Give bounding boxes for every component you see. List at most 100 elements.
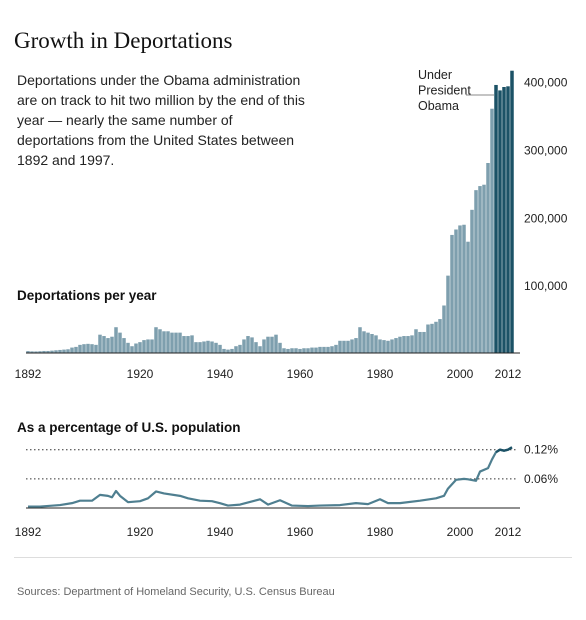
x-tick-label: 1892: [15, 525, 42, 539]
bar-1907: [86, 343, 90, 353]
bar-1905: [78, 344, 82, 353]
bar-1936: [202, 341, 206, 353]
bar-2011: [502, 87, 506, 353]
bar-1976: [362, 331, 366, 353]
bar-1893: [30, 351, 34, 353]
bar-1912: [106, 338, 110, 353]
bar-2002: [466, 241, 470, 353]
deportations-bar-chart: 100,000 200,000 300,000 400,000 1892 1920 1940…: [15, 68, 568, 381]
y-tick-label: 0.12%: [524, 443, 558, 457]
bar-1926: [162, 331, 166, 353]
bar-1988: [410, 335, 414, 353]
line-chart-title: As a percentage of U.S. population: [17, 420, 241, 435]
x-tick-label: 1960: [287, 525, 314, 539]
x-tick-label: 1940: [207, 367, 234, 381]
bar-2013: [510, 70, 514, 354]
bar-1953: [270, 336, 274, 353]
bar-1962: [306, 348, 310, 353]
y-tick-label: 300,000: [524, 143, 568, 157]
bar-1966: [322, 346, 326, 353]
bar-1983: [390, 339, 394, 353]
bar-1933: [190, 335, 194, 353]
bar-1914: [114, 327, 118, 353]
bar-2001: [462, 224, 466, 353]
bar-1987: [406, 336, 410, 353]
bar-1992: [426, 324, 430, 353]
series-line-obama: [495, 446, 513, 454]
bar-1915: [118, 332, 122, 353]
bar-1993: [430, 323, 434, 353]
y-tick-label: 400,000: [524, 76, 568, 90]
bar-2012: [506, 86, 510, 353]
divider: [14, 557, 572, 558]
bar-1896: [42, 350, 46, 353]
bar-2003: [470, 209, 474, 353]
bar-2008: [490, 108, 494, 354]
annotation-text: Under: [418, 68, 452, 82]
bar-2000: [458, 225, 462, 353]
intro-text: Deportations under the Obama administrat…: [17, 72, 305, 168]
bar-1901: [62, 349, 66, 353]
x-tick-label: 1920: [127, 367, 154, 381]
annotation-text: Obama: [418, 99, 459, 113]
bar-1934: [194, 342, 198, 353]
bar-1898: [50, 350, 54, 354]
bar-1902: [66, 349, 70, 353]
bar-1903: [70, 347, 74, 353]
bar-1938: [210, 341, 214, 353]
bar-1913: [110, 336, 114, 353]
bar-1949: [254, 342, 258, 353]
bar-1897: [46, 350, 50, 353]
bar-1971: [342, 340, 346, 353]
bar-1906: [82, 344, 86, 353]
bar-1968: [330, 346, 334, 353]
bar-1944: [234, 346, 238, 353]
bar-1956: [282, 348, 286, 353]
bar-1931: [182, 336, 186, 353]
annotation-text: President: [418, 84, 471, 98]
bar-1989: [414, 329, 418, 353]
bar-1892: [26, 351, 30, 353]
bar-1919: [134, 343, 138, 353]
bar-2004: [474, 190, 478, 353]
bar-1945: [238, 344, 242, 353]
bar-1925: [158, 329, 162, 353]
bar-1910: [98, 334, 102, 353]
x-tick-label: 2000: [447, 525, 474, 539]
bar-1937: [206, 340, 210, 353]
bar-1904: [74, 346, 78, 353]
bar-1899: [54, 350, 58, 353]
x-tick-label: 1980: [367, 525, 394, 539]
bar-1923: [150, 339, 154, 353]
bar-1986: [402, 336, 406, 353]
bar-1999: [454, 229, 458, 353]
bar-1930: [178, 332, 182, 353]
y-tick-label: 200,000: [524, 211, 568, 225]
bar-1950: [258, 346, 262, 353]
bar-2006: [482, 184, 486, 353]
bar-1917: [126, 342, 130, 353]
x-tick-label: 1920: [127, 525, 154, 539]
bar-1916: [122, 338, 126, 353]
bar-2005: [478, 186, 482, 353]
x-tick-label: 2012: [495, 525, 522, 539]
bar-2009: [494, 84, 498, 354]
bar-1941: [222, 348, 226, 353]
bar-1927: [166, 331, 170, 353]
x-tick-label: 1960: [287, 367, 314, 381]
bar-1894: [34, 351, 38, 353]
chart-title: Growth in Deportations: [14, 28, 233, 53]
bar-1908: [90, 344, 94, 353]
bar-1929: [174, 332, 178, 353]
bar-1996: [442, 305, 446, 353]
bar-1965: [318, 346, 322, 353]
bar-1939: [214, 342, 218, 353]
bar-1957: [286, 348, 290, 353]
bar-1970: [338, 340, 342, 353]
bar-1985: [398, 336, 402, 353]
bar-1982: [386, 340, 390, 353]
series-line: [28, 446, 513, 508]
bar-1998: [450, 234, 454, 353]
bar-chart-title: Deportations per year: [17, 288, 157, 303]
bar-1947: [246, 336, 250, 353]
